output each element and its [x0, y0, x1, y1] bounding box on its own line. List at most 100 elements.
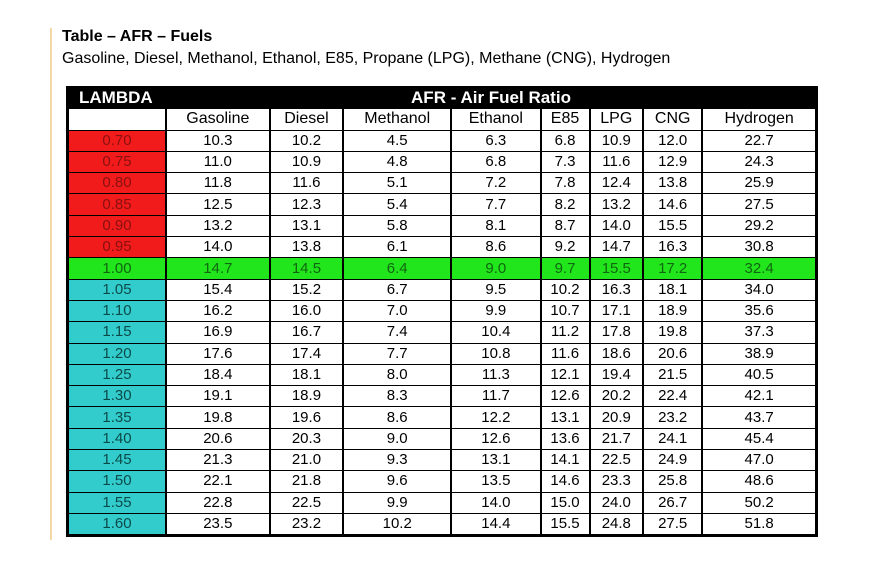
afr-cell: 10.2: [270, 130, 343, 151]
afr-cell: 4.5: [344, 130, 451, 151]
afr-cell: 20.6: [167, 428, 269, 450]
afr-cell: 20.3: [270, 428, 343, 450]
table-row: 0.90 13.2 13.1 5.8 8.1 8.7 14.0 15.5 29.2: [69, 215, 815, 237]
afr-cell: 17.8: [590, 322, 643, 343]
afr-cell: 14.7: [167, 258, 269, 279]
afr-cell: 13.1: [541, 407, 589, 428]
lambda-cell: 0.75: [69, 151, 165, 173]
afr-cell: 14.0: [452, 492, 540, 513]
lambda-cell: 0.85: [69, 194, 165, 215]
afr-cell: 21.5: [644, 364, 702, 386]
lambda-cell: 1.35: [69, 407, 165, 428]
afr-cell: 12.1: [541, 364, 589, 386]
table-row: 1.30 19.1 18.9 8.3 11.7 12.6 20.2 22.4 42.1: [69, 386, 815, 407]
afr-cell: 6.8: [452, 151, 540, 173]
afr-cell: 18.9: [270, 386, 343, 407]
afr-cell: 22.1: [167, 471, 269, 492]
afr-cell: 9.2: [541, 237, 589, 258]
afr-cell: 22.5: [590, 450, 643, 471]
afr-cell: 14.1: [541, 450, 589, 471]
afr-cell: 8.7: [541, 215, 589, 237]
afr-cell: 23.5: [167, 513, 269, 535]
table-row: 1.00 14.7 14.5 6.4 9.0 9.7 15.5 17.2 32.4: [69, 258, 815, 279]
afr-cell: 37.3: [703, 322, 815, 343]
column-header: Methanol: [344, 109, 451, 130]
afr-cell: 42.1: [703, 386, 815, 407]
afr-cell: 10.2: [541, 279, 589, 300]
afr-cell: 29.2: [703, 215, 815, 237]
afr-cell: 6.7: [344, 279, 451, 300]
afr-cell: 19.6: [270, 407, 343, 428]
afr-cell: 15.4: [167, 279, 269, 300]
table-row: 0.80 11.8 11.6 5.1 7.2 7.8 12.4 13.8 25.9: [69, 173, 815, 194]
lambda-cell: 1.15: [69, 322, 165, 343]
afr-cell: 10.9: [270, 151, 343, 173]
group-row: LAMBDA AFR - Air Fuel Ratio: [69, 88, 815, 109]
table-row: 1.40 20.6 20.3 9.0 12.6 13.6 21.7 24.1 45.4: [69, 428, 815, 450]
afr-cell: 21.7: [590, 428, 643, 450]
lambda-cell: 0.70: [69, 130, 165, 151]
afr-cell: 26.7: [644, 492, 702, 513]
table-row: 1.60 23.5 23.2 10.2 14.4 15.5 24.8 27.5 51.8: [69, 513, 815, 535]
table-row: 1.50 22.1 21.8 9.6 13.5 14.6 23.3 25.8 48.6: [69, 471, 815, 492]
afr-cell: 21.0: [270, 450, 343, 471]
afr-cell: 19.1: [167, 386, 269, 407]
table-row: 1.45 21.3 21.0 9.3 13.1 14.1 22.5 24.9 47.0: [69, 450, 815, 471]
afr-cell: 12.2: [452, 407, 540, 428]
table-head: LAMBDA AFR - Air Fuel Ratio Gasoline Dies…: [69, 88, 815, 130]
lambda-cell: 1.50: [69, 471, 165, 492]
afr-cell: 11.7: [452, 386, 540, 407]
afr-cell: 9.6: [344, 471, 451, 492]
afr-cell: 7.0: [344, 300, 451, 322]
afr-cell: 23.2: [270, 513, 343, 535]
column-row: Gasoline Diesel Methanol Ethanol E85 LPG CNG Hy…: [69, 109, 815, 130]
afr-cell: 14.5: [270, 258, 343, 279]
afr-cell: 13.8: [270, 237, 343, 258]
lambda-cell: 0.90: [69, 215, 165, 237]
afr-cell: 4.8: [344, 151, 451, 173]
afr-cell: 6.1: [344, 237, 451, 258]
afr-cell: 14.6: [644, 194, 702, 215]
lambda-cell: 1.25: [69, 364, 165, 386]
table-row: 1.25 18.4 18.1 8.0 11.3 12.1 19.4 21.5 40.5: [69, 364, 815, 386]
afr-cell: 47.0: [703, 450, 815, 471]
afr-cell: 35.6: [703, 300, 815, 322]
lambda-cell: 0.80: [69, 173, 165, 194]
column-header: E85: [541, 109, 589, 130]
column-header: Gasoline: [167, 109, 269, 130]
afr-cell: 38.9: [703, 343, 815, 364]
afr-cell: 16.7: [270, 322, 343, 343]
afr-cell: 21.8: [270, 471, 343, 492]
afr-cell: 11.6: [541, 343, 589, 364]
afr-cell: 15.2: [270, 279, 343, 300]
table-row: 1.15 16.9 16.7 7.4 10.4 11.2 17.8 19.8 37.3: [69, 322, 815, 343]
corner-header: LAMBDA: [69, 88, 165, 109]
afr-cell: 24.0: [590, 492, 643, 513]
afr-cell: 8.3: [344, 386, 451, 407]
afr-cell: 14.6: [541, 471, 589, 492]
lambda-cell: 1.30: [69, 386, 165, 407]
afr-cell: 10.7: [541, 300, 589, 322]
afr-cell: 25.9: [703, 173, 815, 194]
afr-cell: 16.2: [167, 300, 269, 322]
afr-cell: 24.3: [703, 151, 815, 173]
afr-cell: 23.2: [644, 407, 702, 428]
afr-cell: 15.5: [644, 215, 702, 237]
afr-cell: 19.4: [590, 364, 643, 386]
afr-cell: 8.6: [344, 407, 451, 428]
afr-table: LAMBDA AFR - Air Fuel Ratio Gasoline Dies…: [66, 86, 818, 538]
afr-cell: 13.8: [644, 173, 702, 194]
afr-cell: 13.2: [167, 215, 269, 237]
afr-cell: 16.9: [167, 322, 269, 343]
table-row: 1.05 15.4 15.2 6.7 9.5 10.2 16.3 18.1 34.0: [69, 279, 815, 300]
lambda-cell: 1.05: [69, 279, 165, 300]
afr-cell: 14.4: [452, 513, 540, 535]
table-row: 0.75 11.0 10.9 4.8 6.8 7.3 11.6 12.9 24.3: [69, 151, 815, 173]
lambda-cell: 0.95: [69, 237, 165, 258]
afr-cell: 25.8: [644, 471, 702, 492]
afr-cell: 11.8: [167, 173, 269, 194]
afr-cell: 21.3: [167, 450, 269, 471]
table-row: 1.10 16.2 16.0 7.0 9.9 10.7 17.1 18.9 35.6: [69, 300, 815, 322]
